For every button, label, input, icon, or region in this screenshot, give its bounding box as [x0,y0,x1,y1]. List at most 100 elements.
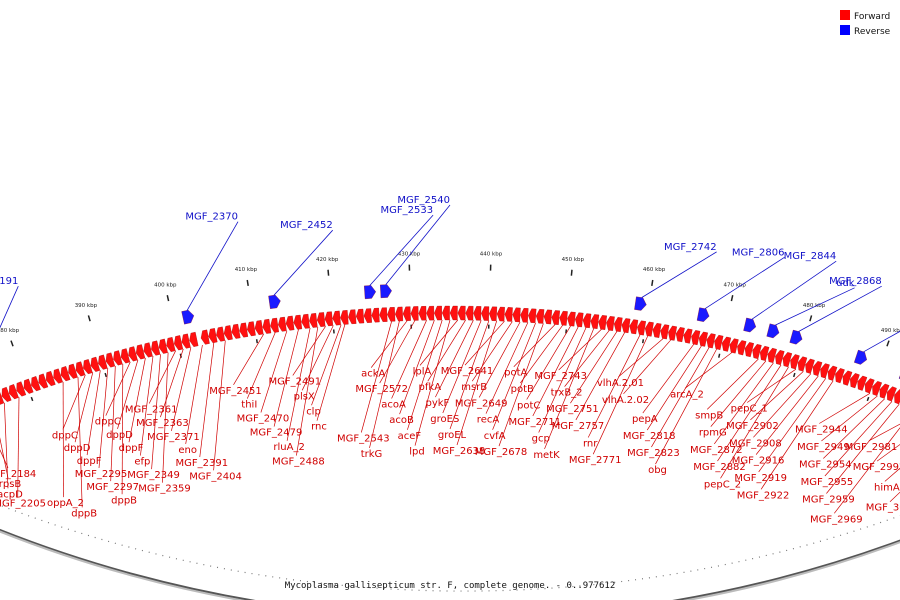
reverse-leader-line [385,204,451,285]
forward-gene-label: dppF [119,443,144,454]
forward-gene-arrow [247,321,256,337]
forward-gene-arrow [216,326,226,342]
forward-gene-arrow [504,307,513,322]
forward-leader-line [876,444,900,462]
inner-tick [792,372,796,378]
forward-gene-arrow [535,309,545,324]
reverse-leader-line [369,214,434,286]
forward-gene-arrow [16,381,27,397]
forward-gene-arrow [120,348,131,364]
inner-tick [104,372,108,378]
reverse-leader-line [863,330,900,353]
reverse-gene-label: MGF_2844 [784,251,837,262]
forward-gene-label: gcp [532,434,550,445]
forward-gene-label: MGF_2391 [176,458,229,469]
scale-tick-label: 410 kbp [235,267,258,273]
forward-leader-line [526,325,571,400]
genome-caption: Mycoplasma gallisepticum str. F, complet… [285,581,616,591]
reverse-gene-label: MGF_2533 [381,205,434,216]
forward-gene-arrow [714,334,724,350]
forward-gene-arrow [98,354,108,370]
forward-gene-arrow [278,316,287,332]
legend-forward-label: Forward [854,12,890,22]
forward-leader-line [823,398,885,459]
forward-gene-label: eno [178,445,197,456]
forward-leader-line [513,324,556,367]
reverse-gene-label: udk [836,278,855,289]
forward-gene-arrow [285,315,295,331]
forward-gene-arrow [262,318,272,334]
forward-leader-line [162,352,169,483]
forward-gene-label: MGF_2743 [534,371,587,382]
scale-tick-label: 460 kbp [643,267,666,273]
forward-gene-label: MGF_2451 [209,386,262,397]
forward-leader-line [706,358,759,410]
reverse-gene-label: MGF_2806 [732,247,785,258]
forward-gene-arrow [239,322,249,338]
reverse-leader-line [0,286,19,329]
forward-leader-line [456,320,498,446]
forward-leader-line [360,321,392,433]
reverse-gene-arrow [766,323,780,339]
forward-gene-arrow [729,338,739,354]
forward-leader-line [821,395,878,442]
forward-gene-arrow [135,344,146,360]
forward-gene-arrow [489,306,498,322]
forward-gene-labels: MGF_2184rpsBacpDMGF_2205oppA_2dppBdppCdp… [0,319,900,525]
forward-gene-label: MGF_2488 [272,457,325,468]
forward-leader-line [684,352,733,389]
forward-gene-label: MGF_2572 [355,384,408,395]
forward-leader-line [449,320,490,430]
forward-gene-arrow [23,378,34,394]
forward-gene-arrow [75,361,86,377]
forward-leader-line [292,326,326,376]
legend-reverse-swatch [840,25,850,35]
forward-leader-line [478,321,521,398]
forward-gene-label: lpd [409,447,424,458]
forward-leader-line [755,375,819,455]
forward-leader-line [753,373,812,438]
forward-gene-label: MGF_2295 [75,469,128,480]
forward-gene-label: MGF_2981 [845,442,898,453]
reverse-gene-arrow [696,307,710,322]
forward-leader-line [558,329,602,371]
forward-leader-line [651,347,710,448]
forward-gene-arrow [158,338,168,354]
forward-gene-arrow [371,307,380,323]
forward-gene-arrow [775,350,785,366]
forward-gene-arrow [181,333,191,349]
forward-gene-label: MGF_2902 [726,421,779,432]
forward-gene-label: MGF_2470 [237,414,290,425]
forward-leader-line [824,401,893,477]
forward-leader-line [62,374,86,430]
forward-gene-label: groEL [438,430,467,441]
forward-gene-arrow [270,317,279,333]
forward-leader-line [199,342,215,458]
reverse-leader-line [641,251,717,298]
forward-leader-line [532,326,579,417]
forward-gene-label: arcA_2 [670,389,704,400]
reverse-gene-arrow [634,296,647,311]
forward-gene-arrow [582,313,592,329]
forward-leader-line [98,368,109,469]
forward-gene-arrow [128,346,138,362]
forward-leader-line [464,320,505,366]
reverse-gene-arrow [854,349,867,365]
forward-gene-arrow [449,305,458,321]
forward-gene-arrow [598,315,607,330]
forward-leader-line [379,320,416,384]
reverse-leader-line [751,260,837,320]
forward-gene-label: MGF_2361 [125,405,178,416]
forward-gene-label: MGF_2954 [799,460,852,471]
scale-tick [570,269,573,276]
forward-gene-label: pepC_1 [731,404,768,415]
reverse-leader-line [798,285,882,332]
forward-gene-label: lplA [413,366,432,377]
reverse-leader-line [775,287,855,326]
forward-gene-arrow [842,370,853,386]
scale-tick [166,295,170,302]
forward-leader-line [442,320,482,414]
forward-gene-label: MGF_2955 [801,477,854,488]
forward-gene-arrow [68,363,78,379]
forward-gene-label: dppC [52,430,78,441]
